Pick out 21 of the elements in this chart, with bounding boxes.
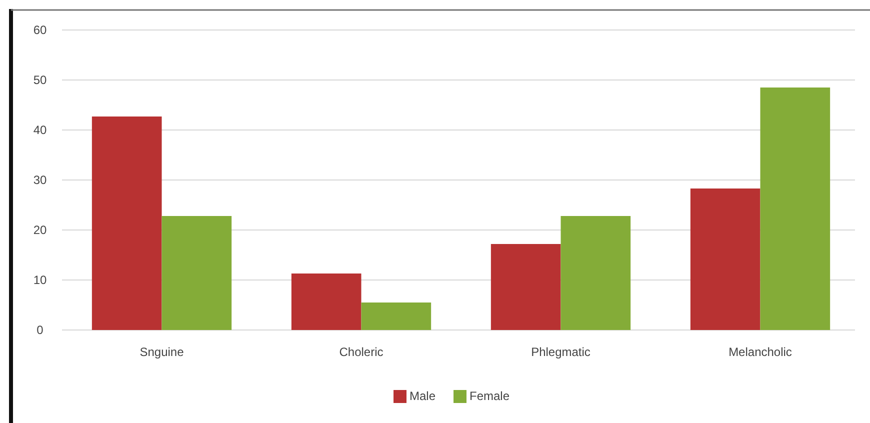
bar <box>162 216 232 330</box>
y-tick-label: 20 <box>33 223 47 238</box>
x-tick-label: Choleric <box>339 345 384 359</box>
y-tick-label: 30 <box>33 173 47 188</box>
bar <box>560 216 631 330</box>
bar <box>361 302 432 330</box>
y-tick-label: 0 <box>36 323 44 338</box>
bar <box>490 244 561 330</box>
y-tick-label: 60 <box>33 23 47 38</box>
y-tick-label: 10 <box>33 273 47 288</box>
x-tick-label: Melancholic <box>728 345 792 359</box>
x-tick-label: Phlegmatic <box>531 345 590 359</box>
legend-label: Male <box>410 389 436 404</box>
bar <box>690 188 760 330</box>
y-tick-label: 50 <box>33 73 47 88</box>
bar <box>760 88 830 330</box>
legend-label: Female <box>470 389 510 404</box>
bar <box>291 274 362 330</box>
y-tick-label: 40 <box>33 123 47 138</box>
bar <box>92 116 162 330</box>
x-tick-label: Snguine <box>140 345 184 359</box>
